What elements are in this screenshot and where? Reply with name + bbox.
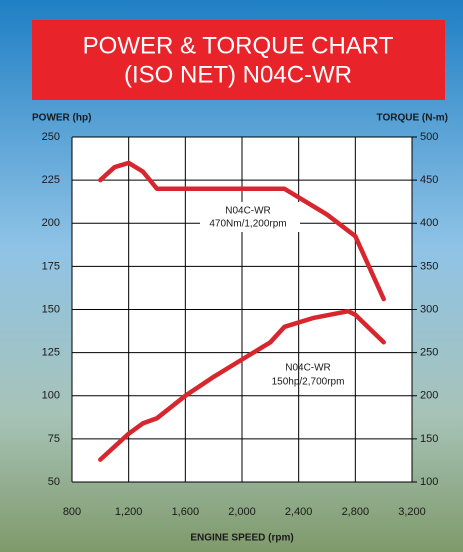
x-tick-label: 1,600: [172, 506, 200, 518]
y2-tick-label: 150: [420, 433, 438, 445]
annotation-name: N04C-WR: [225, 206, 271, 217]
y2-axis-title: TORQUE (N-m): [377, 113, 448, 124]
annotation-text: 150hp/2,700rpm: [272, 377, 345, 388]
chart: POWER & TORQUE CHART (ISO NET) N04C-WR P…: [0, 0, 463, 552]
chart-subtitle: (ISO NET) N04C-WR: [124, 61, 352, 88]
y-tick-label: 225: [42, 174, 60, 186]
y-tick-label: 250: [42, 131, 60, 143]
y2-tick-label: 350: [420, 260, 438, 272]
y2-tick-label: 250: [420, 347, 438, 359]
annotation-name: N04C-WR: [285, 363, 331, 374]
y-tick-label: 100: [42, 390, 60, 402]
y-tick-label: 175: [42, 260, 60, 272]
x-tick-label: 1,200: [115, 506, 143, 518]
x-tick-label: 3,200: [398, 506, 426, 518]
y-tick-label: 125: [42, 347, 60, 359]
chart-title: POWER & TORQUE CHART: [83, 32, 394, 59]
y-tick-label: 75: [48, 433, 60, 445]
x-tick-label: 2,000: [228, 506, 256, 518]
y2-tick-label: 500: [420, 131, 438, 143]
x-tick-label: 800: [63, 506, 81, 518]
x-axis-title: ENGINE SPEED (rpm): [190, 533, 293, 544]
y2-tick-label: 300: [420, 303, 438, 315]
x-tick-label: 2,400: [285, 506, 313, 518]
y-axis-title: POWER (hp): [32, 113, 91, 124]
y-tick-label: 200: [42, 217, 60, 229]
y-tick-label: 150: [42, 303, 60, 315]
y2-tick-label: 100: [420, 476, 438, 488]
annotation-text: 470Nm/1,200rpm: [209, 219, 286, 230]
x-tick-label: 2,800: [342, 506, 370, 518]
y2-tick-label: 450: [420, 174, 438, 186]
y-tick-label: 50: [48, 476, 60, 488]
y2-tick-label: 400: [420, 217, 438, 229]
y2-tick-label: 200: [420, 390, 438, 402]
